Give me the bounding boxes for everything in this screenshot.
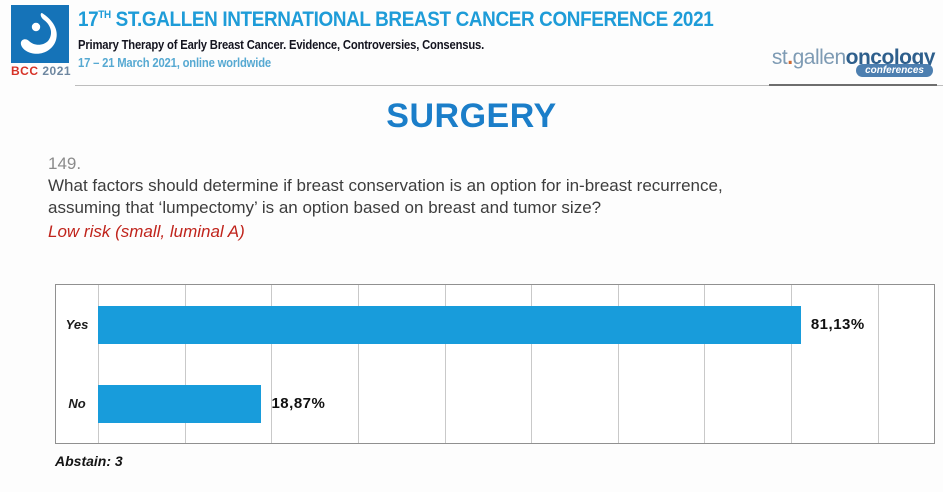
gridline	[271, 285, 273, 443]
abstain-note: Abstain: 3	[55, 453, 123, 469]
header-text: 17TH ST.GALLEN INTERNATIONAL BREAST CANC…	[78, 8, 714, 70]
bar	[98, 384, 262, 423]
title-rest: ST.GALLEN INTERNATIONAL BREAST CANCER CO…	[110, 8, 714, 31]
org-logo-gallen: gallen	[792, 46, 847, 69]
bar-row: 81,13%	[98, 305, 934, 344]
conference-subtitle: Primary Therapy of Early Breast Cancer. …	[78, 38, 485, 52]
question-text: What factors should determine if breast …	[48, 176, 723, 217]
stgallen-oncology-logo: st.gallenoncology conferences	[771, 46, 936, 77]
org-logo-oncology: oncology	[845, 46, 936, 69]
conference-dates: 17 – 21 March 2021, online worldwide	[78, 56, 271, 70]
bcc-drop-icon	[11, 5, 69, 63]
bar	[98, 305, 801, 344]
category-label: Yes	[65, 317, 89, 332]
bar-row: 18,87%	[98, 384, 934, 423]
gridline	[357, 285, 359, 443]
orange-dot-icon: .	[787, 46, 793, 69]
conference-title: 17TH ST.GALLEN INTERNATIONAL BREAST CANC…	[78, 8, 714, 32]
gridline	[98, 285, 99, 443]
gridline	[704, 285, 706, 443]
title-prefix: 17	[78, 8, 99, 31]
gridline	[617, 285, 619, 443]
category-label: No	[68, 396, 86, 411]
question-block: 149. What factors should determine if br…	[48, 153, 943, 243]
gridline	[531, 285, 533, 443]
logo-underline	[769, 84, 937, 86]
page-title: SURGERY	[386, 97, 557, 135]
bcc-2021-logo: BCC 2021	[11, 5, 71, 78]
bcc-label: BCC	[11, 64, 39, 78]
bar-value-label: 18,87%	[271, 395, 326, 412]
bar-value-label: 81,13%	[810, 316, 865, 333]
chart-plot-area: 81,13% 18,87%	[98, 285, 934, 443]
question-subgroup: Low risk (small, luminal A)	[48, 222, 245, 241]
gridline	[791, 285, 793, 443]
gridline	[184, 285, 186, 443]
bcc-year: 2021	[42, 64, 72, 78]
header-divider	[75, 85, 943, 86]
chart-category-labels: Yes No	[56, 285, 98, 443]
org-logo-st: st	[771, 46, 788, 69]
gridline	[444, 285, 446, 443]
bcc-caption: BCC 2021	[11, 64, 71, 78]
conference-header: BCC 2021 17TH ST.GALLEN INTERNATIONAL BR…	[0, 0, 943, 88]
question-number: 149.	[48, 154, 82, 173]
chart-bars: 81,13% 18,87%	[98, 285, 934, 443]
title-ordinal: TH	[98, 9, 111, 21]
conferences-badge: conferences	[856, 64, 933, 77]
poll-bar-chart: Yes No 81,13% 18,87%	[55, 284, 935, 444]
gridline	[877, 285, 879, 443]
